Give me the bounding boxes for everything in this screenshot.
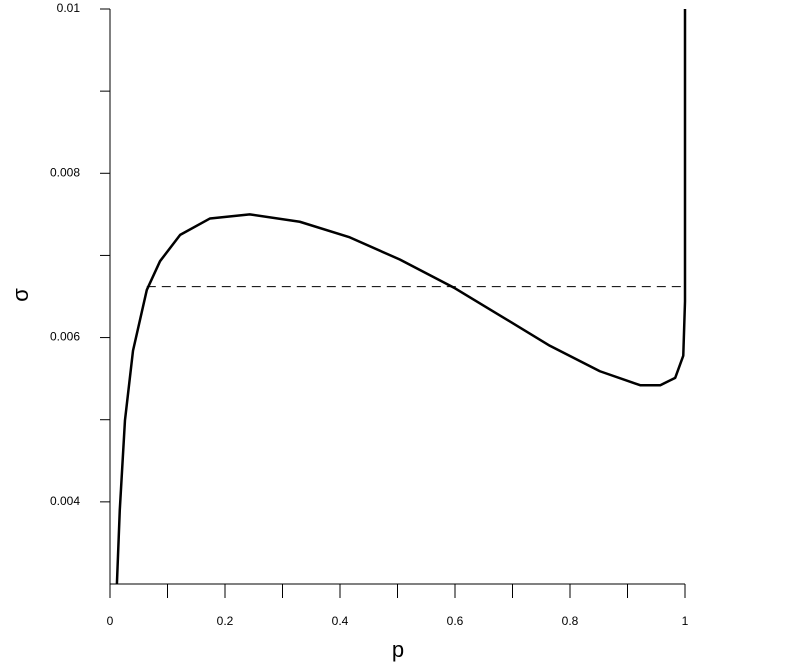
y-axis-title: σ xyxy=(8,288,33,302)
y-tick-label: 0.006 xyxy=(50,330,80,344)
y-tick-label: 0.01 xyxy=(57,1,81,15)
x-tick-label: 0.6 xyxy=(447,614,464,628)
y-tick-label: 0.008 xyxy=(50,165,80,179)
x-tick-label: 1 xyxy=(682,614,689,628)
y-tick-label: 0.004 xyxy=(50,494,80,508)
x-tick-label: 0.2 xyxy=(217,614,234,628)
curve xyxy=(115,9,687,585)
x-tick-label: 0.8 xyxy=(562,614,579,628)
x-axis-title: p xyxy=(392,637,404,662)
x-tick-label: 0 xyxy=(107,614,114,628)
x-tick-label: 0.4 xyxy=(332,614,349,628)
